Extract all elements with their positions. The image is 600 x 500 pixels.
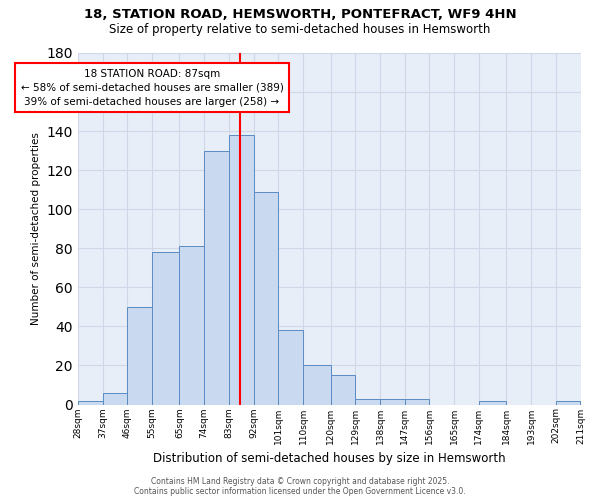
Bar bbox=[179, 246, 204, 404]
Bar bbox=[380, 398, 405, 404]
Bar bbox=[204, 150, 229, 404]
Bar bbox=[355, 398, 380, 404]
Bar bbox=[303, 366, 331, 405]
Bar bbox=[479, 400, 506, 404]
Bar bbox=[331, 375, 355, 404]
Bar bbox=[78, 400, 103, 404]
Bar bbox=[405, 398, 430, 404]
Text: Size of property relative to semi-detached houses in Hemsworth: Size of property relative to semi-detach… bbox=[109, 22, 491, 36]
Bar bbox=[152, 252, 179, 404]
Bar bbox=[254, 192, 278, 404]
Text: 18, STATION ROAD, HEMSWORTH, PONTEFRACT, WF9 4HN: 18, STATION ROAD, HEMSWORTH, PONTEFRACT,… bbox=[83, 8, 517, 20]
Text: 18 STATION ROAD: 87sqm
← 58% of semi-detached houses are smaller (389)
39% of se: 18 STATION ROAD: 87sqm ← 58% of semi-det… bbox=[20, 68, 283, 106]
Text: Contains HM Land Registry data © Crown copyright and database right 2025.
Contai: Contains HM Land Registry data © Crown c… bbox=[134, 476, 466, 496]
Bar bbox=[127, 307, 152, 404]
Bar bbox=[278, 330, 303, 404]
X-axis label: Distribution of semi-detached houses by size in Hemsworth: Distribution of semi-detached houses by … bbox=[153, 452, 505, 465]
Bar bbox=[556, 400, 580, 404]
Bar bbox=[103, 393, 127, 404]
Y-axis label: Number of semi-detached properties: Number of semi-detached properties bbox=[31, 132, 41, 325]
Bar bbox=[229, 135, 254, 404]
